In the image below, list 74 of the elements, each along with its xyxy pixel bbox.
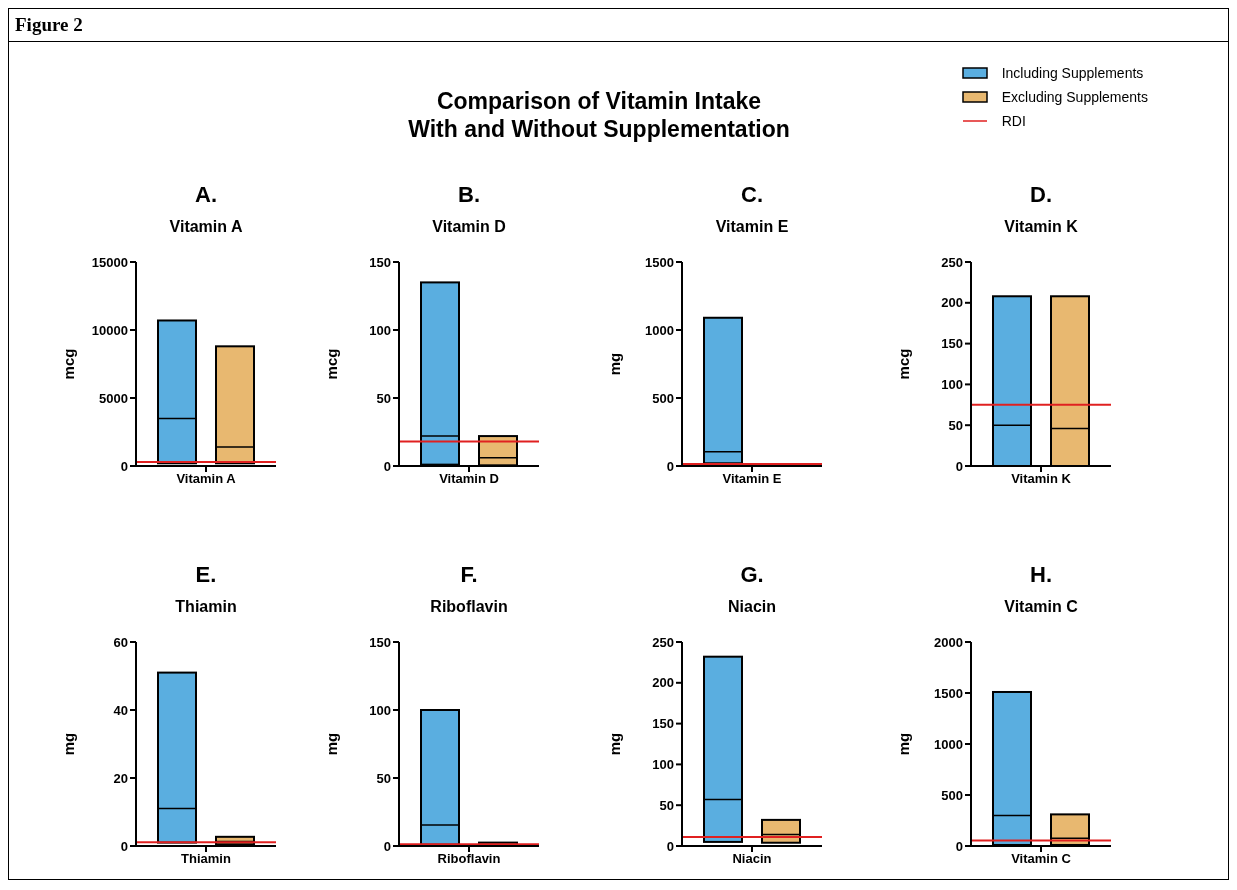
y-tick-label: 50 [659, 797, 674, 813]
x-tick-label: Vitamin A [168, 217, 244, 237]
y-tick-label: 1500 [645, 254, 674, 270]
y-tick-label: 250 [941, 254, 963, 270]
x-tick-label: Vitamin E [714, 217, 790, 237]
chart-title: B. [457, 182, 481, 208]
legend-label: Excluding Supplements [1001, 89, 1148, 105]
text: Riboflavin [437, 851, 501, 867]
text: Vitamin A [176, 471, 237, 487]
y-tick-label: 10000 [91, 322, 128, 338]
y-tick-label: 1500 [934, 685, 963, 701]
text: Comparison of Vitamin Intake With and Without Supplementation [407, 87, 791, 143]
y-tick-label: 50 [376, 770, 391, 786]
y-tick-label: 5000 [99, 390, 128, 406]
y-tick-label: 0 [120, 458, 128, 474]
text: Thiamin [181, 851, 231, 867]
y-tick-label: 0 [955, 838, 963, 854]
y-tick-label: 100 [941, 377, 963, 393]
text: Niacin [732, 851, 772, 867]
y-axis-title: mg [895, 732, 913, 756]
chart-title: D. [1029, 182, 1053, 208]
y-tick-label: 0 [120, 838, 128, 854]
y-tick-label: 2000 [934, 634, 963, 650]
chart-title: A. [194, 182, 218, 208]
y-tick-label: 50 [948, 417, 963, 433]
chart-title: H. [1029, 562, 1053, 588]
y-tick-label: 1000 [645, 322, 674, 338]
y-tick-label: 0 [383, 838, 391, 854]
chart-title: G. [739, 562, 765, 588]
y-tick-label: 500 [652, 390, 674, 406]
x-tick-label: Niacin [727, 597, 777, 617]
y-tick-label: 0 [955, 458, 963, 474]
y-tick-label: 150 [652, 716, 674, 732]
y-tick-label: 60 [113, 634, 128, 650]
y-axis-title: mg [606, 352, 624, 376]
text: Vitamin E [722, 471, 782, 487]
y-tick-label: 100 [652, 757, 674, 773]
y-axis-title: mcg [895, 348, 913, 380]
y-tick-label: 0 [666, 458, 674, 474]
chart-title: E. [194, 562, 218, 588]
y-tick-label: 100 [369, 322, 391, 338]
y-tick-label: 250 [652, 634, 674, 650]
text: Vitamin K [1011, 471, 1072, 487]
y-tick-label: 0 [383, 458, 391, 474]
y-tick-label: 20 [113, 770, 128, 786]
y-tick-label: 0 [666, 838, 674, 854]
y-tick-label: 40 [113, 702, 128, 718]
chart-title: C. [740, 182, 764, 208]
x-tick-label: Vitamin D [431, 217, 507, 237]
legend-label: Including Supplements [1001, 65, 1144, 81]
caption: Figure 2 [15, 14, 83, 36]
legend-label: RDI [1001, 113, 1026, 129]
text: Vitamin D [439, 471, 499, 487]
y-tick-label: 150 [369, 254, 391, 270]
y-tick-label: 15000 [91, 254, 128, 270]
y-axis-title: mg [606, 732, 624, 756]
y-axis-title: mg [323, 732, 341, 756]
text: Vitamin C [1011, 851, 1072, 867]
y-tick-label: 150 [941, 336, 963, 352]
y-tick-label: 100 [369, 702, 391, 718]
y-tick-label: 500 [941, 787, 963, 803]
y-tick-label: 50 [376, 390, 391, 406]
y-axis-title: mcg [323, 348, 341, 380]
chart-title: F. [459, 562, 479, 588]
x-tick-label: Vitamin C [1003, 597, 1079, 617]
y-tick-label: 150 [369, 634, 391, 650]
x-tick-label: Vitamin K [1003, 217, 1079, 237]
y-axis-title: mg [60, 732, 78, 756]
x-tick-label: Riboflavin [429, 597, 509, 617]
y-axis-title: mcg [60, 348, 78, 380]
y-tick-label: 1000 [934, 736, 963, 752]
x-tick-label: Thiamin [174, 597, 238, 617]
y-tick-label: 200 [652, 675, 674, 691]
y-tick-label: 200 [941, 295, 963, 311]
